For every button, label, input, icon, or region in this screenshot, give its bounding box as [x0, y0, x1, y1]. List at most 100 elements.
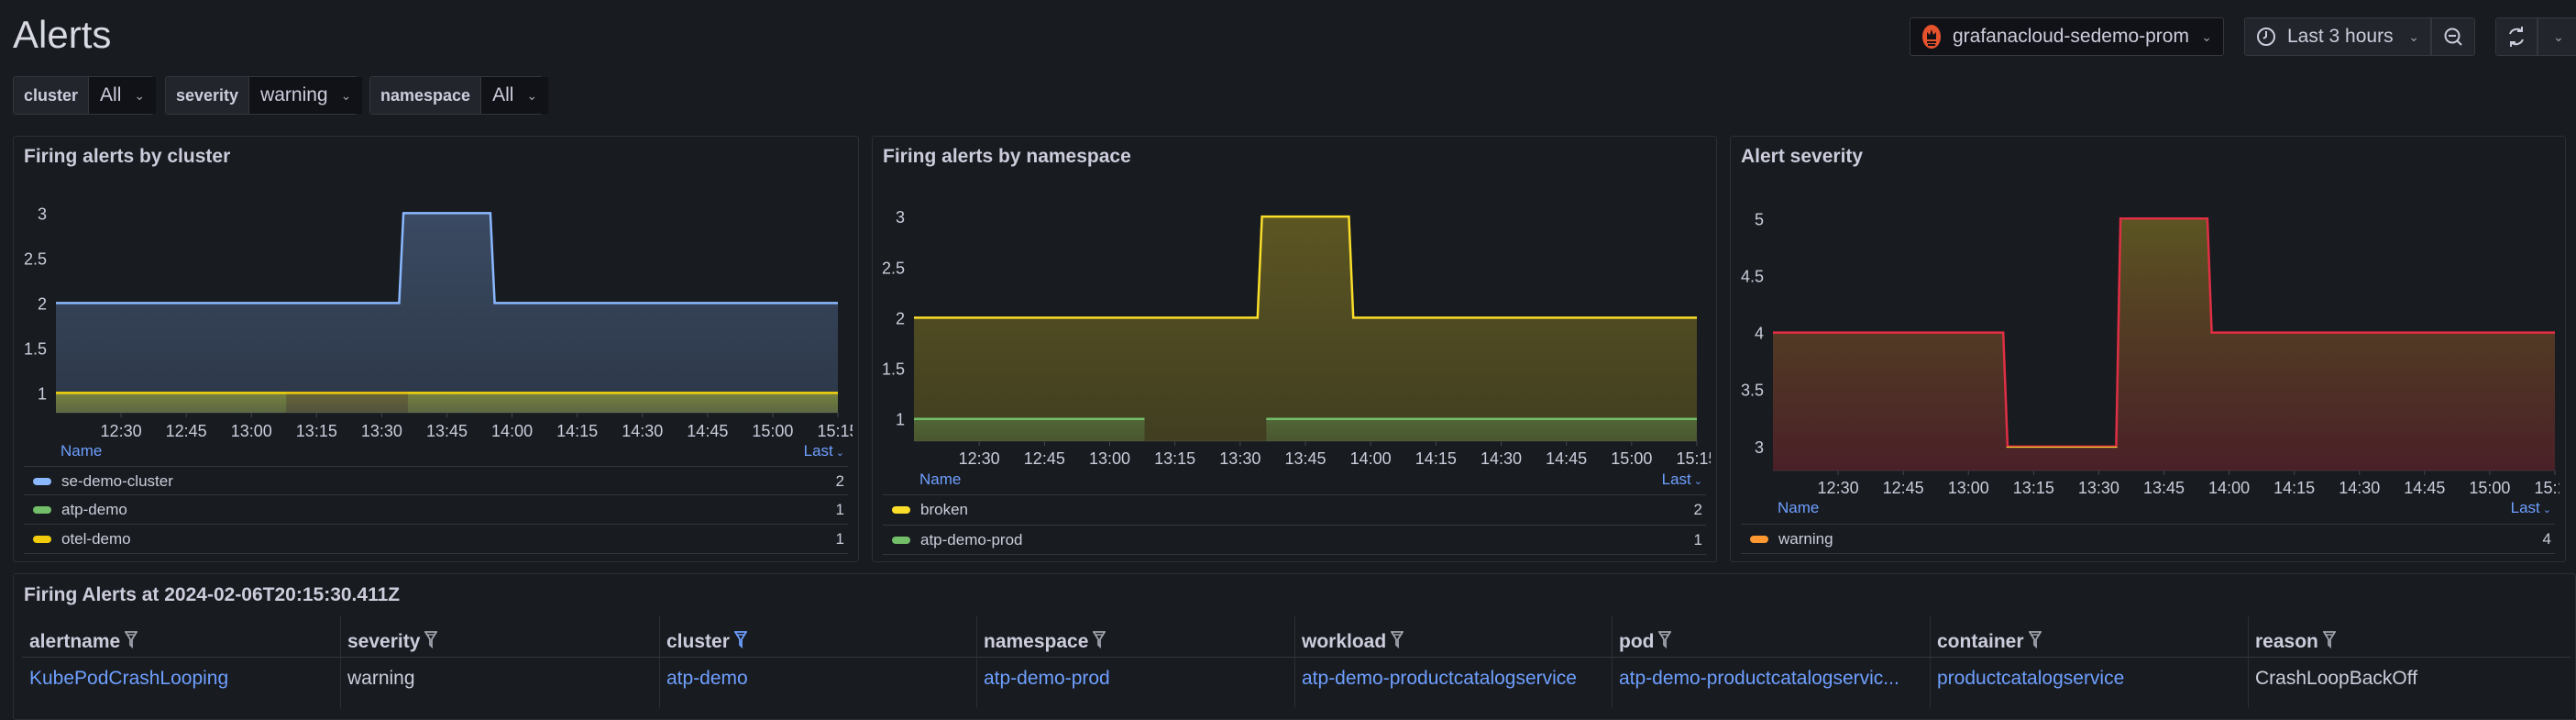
legend-item[interactable]: atp-demo 1: [24, 494, 848, 524]
y-tick-label: 1.5: [24, 339, 47, 358]
x-tick-label: 14:30: [2339, 479, 2380, 497]
legend-series-name: atp-demo: [61, 500, 127, 518]
filter-icon[interactable]: [1092, 630, 1107, 654]
legend-name-header[interactable]: Name: [919, 471, 962, 488]
chart-plot: 1 1.5 2 2.5 3 12:30 12:45 13:00 13:15 13:30 13:45 1…: [882, 208, 1711, 468]
legend-sort-last-header[interactable]: Last ⌄: [804, 442, 844, 460]
datasource-label: grafanacloud-sedemo-prom: [1953, 26, 2189, 47]
filter-icon[interactable]: [2322, 630, 2337, 654]
y-tick-label: 3: [38, 205, 47, 223]
legend-item[interactable]: otel-demo 1: [24, 524, 848, 554]
column-divider: [340, 616, 341, 708]
column-header-alertname[interactable]: alertname: [29, 630, 138, 654]
legend-last-value: 2: [1693, 500, 1702, 518]
chevron-down-icon: ⌄: [2553, 28, 2564, 44]
variable-namespace[interactable]: namespace All ⌄: [369, 76, 549, 115]
variable-value: All: [100, 84, 122, 105]
zoom-out-button[interactable]: [2431, 17, 2475, 56]
x-tick-label: 13:45: [426, 422, 468, 440]
column-header-label: pod: [1619, 631, 1655, 652]
series-area-atp-demo-prod: [914, 418, 1145, 441]
legend-item[interactable]: broken 2: [883, 494, 1706, 524]
table-cell-alertname[interactable]: KubePodCrashLooping: [29, 668, 229, 689]
x-tick-label: 13:30: [361, 422, 402, 440]
table-cell-namespace[interactable]: atp-demo-prod: [984, 668, 1110, 689]
table-cell-pod[interactable]: atp-demo-productcatalogservic...: [1619, 668, 1899, 689]
y-tick-label: 4.5: [1741, 267, 1764, 285]
filter-icon[interactable]: [1657, 630, 1673, 654]
legend-last-value: 1: [835, 529, 844, 548]
x-tick-label: 12:30: [959, 449, 1000, 468]
legend-name-header[interactable]: Name: [61, 442, 103, 460]
column-header-workload[interactable]: workload: [1302, 630, 1404, 654]
legend-series-name: warning: [1778, 529, 1833, 548]
panel-firing-alerts-by-cluster: Firing alerts by cluster 1 1.5 2 2.5 3 12:30 1…: [13, 136, 859, 562]
variable-cluster[interactable]: cluster All ⌄: [13, 76, 157, 115]
variable-select[interactable]: warning ⌄: [249, 77, 363, 114]
variable-select[interactable]: All ⌄: [89, 77, 157, 114]
legend-series-name: se-demo-cluster: [61, 471, 173, 490]
x-tick-label: 15:15: [1676, 449, 1711, 468]
variable-label: severity: [166, 77, 250, 114]
panel-firing-alerts-by-namespace: Firing alerts by namespace 1 1.5 2 2.5 3 12:3…: [872, 136, 1717, 562]
column-header-label: workload: [1302, 631, 1387, 652]
x-tick-label: 12:45: [1024, 449, 1065, 468]
refresh-button[interactable]: [2495, 17, 2537, 56]
filter-icon[interactable]: [733, 630, 748, 654]
x-tick-label: 13:45: [1284, 449, 1326, 468]
chart-plot: 3 3.5 4 4.5 5 12:30 12:45 13:00 13:15 13:30 13:45 1…: [1741, 210, 2559, 497]
x-tick-label: 14:00: [2208, 479, 2250, 497]
y-tick-label: 2.5: [24, 249, 47, 268]
datasource-picker[interactable]: grafanacloud-sedemo-prom ⌄: [1910, 17, 2224, 56]
legend-item[interactable]: se-demo-cluster 2: [24, 466, 848, 495]
legend-last-label: Last: [2510, 499, 2540, 516]
legend-sort-last-header[interactable]: Last ⌄: [2511, 499, 2551, 517]
y-tick-label: 3.5: [1741, 382, 1764, 400]
column-header-label: severity: [347, 631, 421, 652]
refresh-icon: [2509, 27, 2524, 47]
refresh-interval-dropdown[interactable]: ⌄: [2537, 17, 2576, 56]
filter-icon[interactable]: [124, 630, 138, 654]
chevron-down-icon: ⌄: [2542, 504, 2551, 515]
x-tick-label: 14:00: [1350, 449, 1392, 468]
column-header-namespace[interactable]: namespace: [984, 630, 1107, 654]
column-header-severity[interactable]: severity: [347, 630, 439, 654]
x-tick-label: 14:45: [687, 422, 728, 440]
y-tick-label: 4: [1755, 325, 1764, 343]
filter-icon[interactable]: [2027, 630, 2042, 654]
x-tick-label: 13:45: [2143, 479, 2185, 497]
variable-value: warning: [260, 84, 328, 105]
variable-select[interactable]: All ⌄: [481, 77, 549, 114]
x-tick-label: 13:00: [231, 422, 272, 440]
variable-severity[interactable]: severity warning ⌄: [165, 76, 363, 115]
legend-sort-last-header[interactable]: Last ⌄: [1662, 471, 1702, 489]
table-cell-container[interactable]: productcatalogservice: [1937, 668, 2125, 689]
y-tick-label: 1.5: [882, 360, 905, 379]
column-header-container[interactable]: container: [1937, 630, 2042, 654]
legend-item[interactable]: atp-demo-prod 1: [883, 525, 1706, 555]
table-cell-workload[interactable]: atp-demo-productcatalogservice: [1302, 668, 1577, 689]
filter-icon[interactable]: [1390, 630, 1404, 654]
column-header-reason[interactable]: reason: [2255, 630, 2337, 654]
column-header-pod[interactable]: pod: [1619, 630, 1673, 654]
legend-series-name: broken: [920, 500, 968, 518]
chevron-down-icon: ⌄: [526, 87, 538, 103]
x-tick-label: 13:15: [2013, 479, 2054, 497]
chart-plot: 1 1.5 2 2.5 3 12:30 12:45 13:00 13:15 13:30 13:45 1…: [24, 205, 853, 440]
legend-item[interactable]: warning 4: [1741, 524, 2555, 554]
x-tick-label: 15:15: [817, 422, 853, 440]
legend-series-name: atp-demo-prod: [920, 530, 1023, 548]
time-range-picker[interactable]: Last 3 hours ⌄: [2244, 17, 2431, 56]
column-header-label: container: [1937, 631, 2024, 652]
y-tick-label: 2: [896, 309, 905, 327]
series-color-swatch: [892, 505, 910, 514]
column-header-cluster[interactable]: cluster: [666, 630, 748, 654]
x-tick-label: 15:15: [2534, 479, 2559, 497]
y-tick-label: 5: [1755, 210, 1764, 228]
filter-icon[interactable]: [424, 630, 439, 654]
x-tick-label: 15:00: [2469, 479, 2510, 497]
column-header-label: cluster: [666, 631, 730, 652]
table-cell-cluster[interactable]: atp-demo: [666, 668, 748, 689]
legend-name-header[interactable]: Name: [1778, 499, 1820, 516]
series-line-warning: [1773, 217, 2555, 449]
